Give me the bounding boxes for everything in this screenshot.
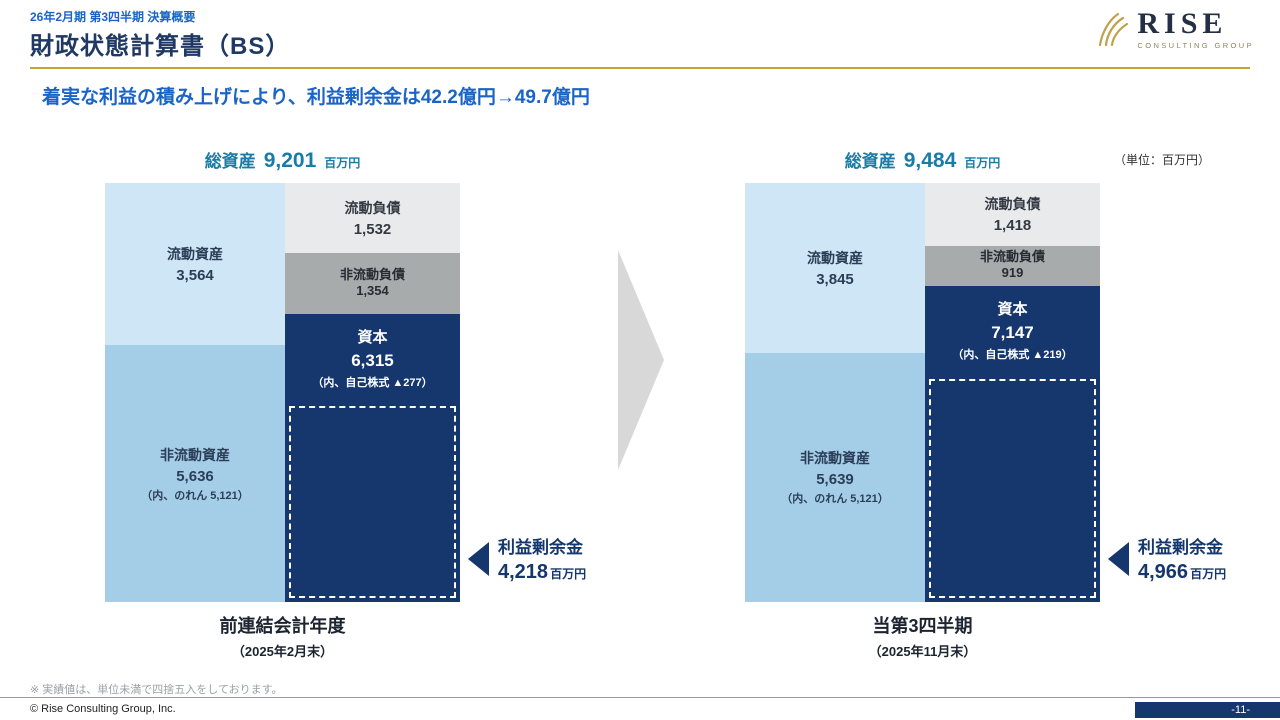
segment-note: （内、自己株式 ▲219） — [952, 349, 1073, 362]
segment-note: （内、のれん 5,121） — [141, 489, 249, 502]
segment-label: 流動負債 — [984, 196, 1041, 213]
title-divider — [30, 67, 1250, 69]
copyright: © Rise Consulting Group, Inc. — [30, 703, 176, 715]
segment-label: 資本 — [357, 329, 388, 347]
segment-label: 流動資産 — [167, 246, 223, 263]
logo-name: RISE — [1137, 6, 1228, 40]
segment-value: 6,315 — [351, 351, 394, 371]
bs-chart-right: 流動資産 3,845 非流動資産 5,639 （内、のれん 5,121） 流動負… — [745, 183, 1100, 602]
segment-value: 3,845 — [816, 270, 854, 288]
total-assets-label: 総資産 — [844, 152, 896, 171]
retained-earnings-number: 4,218 — [498, 561, 549, 583]
rounding-note: ※ 実績値は、単位未満で四捨五入をしております。 — [30, 684, 283, 696]
period-date: （2025年2月末） — [231, 644, 334, 659]
wheat-icon — [1099, 12, 1129, 47]
retained-earnings-number: 4,966 — [1138, 561, 1189, 583]
segment-value: 919 — [1001, 265, 1024, 281]
retained-earnings-text: 利益剰余金 4,218 百万円 — [498, 533, 586, 584]
total-assets-header-left: 総資産 9,201 百万円 — [105, 147, 460, 173]
retained-earnings-box — [929, 378, 1096, 598]
footer-bar: © Rise Consulting Group, Inc. -11- — [0, 697, 1280, 720]
segment-current-liabilities: 流動負債 1,418 — [925, 183, 1100, 246]
total-assets-unit: 百万円 — [964, 156, 1001, 170]
segment-noncurrent-assets: 非流動資産 5,639 （内、のれん 5,121） — [745, 352, 925, 602]
segment-label: 流動負債 — [344, 199, 401, 216]
segment-current-assets: 流動資産 3,564 — [105, 183, 285, 346]
retained-earnings-value: 4,966 百万円 — [1138, 561, 1226, 584]
segment-note: （内、自己株式 ▲277） — [312, 377, 433, 390]
segment-equity: 資本 7,147 （内、自己株式 ▲219） — [925, 286, 1100, 602]
retained-earnings-label: 利益剰余金 — [498, 538, 583, 557]
total-assets-unit: 百万円 — [324, 156, 361, 170]
key-message: 着実な利益の積み上げにより、利益剰余金は42.2億円→49.7億円 — [42, 87, 590, 108]
retained-earnings-unit: 百万円 — [1190, 567, 1227, 581]
segment-value: 7,147 — [991, 323, 1034, 343]
retained-earnings-box — [289, 405, 456, 599]
segment-value: 1,354 — [356, 283, 389, 299]
liabilities-equity-column: 流動負債 1,418 非流動負債 919 資本 7,147 （内、自己株式 ▲2… — [925, 183, 1100, 602]
retained-earnings-text: 利益剰余金 4,966 百万円 — [1138, 533, 1226, 584]
logo-text: RISE CONSULTING GROUP — [1137, 6, 1254, 50]
total-assets-value: 9,484 — [903, 149, 957, 172]
logo-subtitle: CONSULTING GROUP — [1137, 40, 1254, 50]
total-assets-header-right: 総資産 9,484 百万円 — [745, 147, 1100, 173]
segment-noncurrent-liabilities: 非流動負債 919 — [925, 245, 1100, 287]
segment-equity: 資本 6,315 （内、自己株式 ▲277） — [285, 314, 460, 603]
segment-label: 資本 — [997, 301, 1028, 319]
period-label: 当第3四半期 — [872, 616, 973, 636]
period-date: （2025年11月末） — [868, 644, 977, 659]
liabilities-equity-column: 流動負債 1,532 非流動負債 1,354 資本 6,315 （内、自己株式 … — [285, 183, 460, 603]
segment-current-liabilities: 流動負債 1,532 — [285, 183, 460, 253]
segment-noncurrent-assets: 非流動資産 5,636 （内、のれん 5,121） — [105, 345, 285, 602]
segment-noncurrent-liabilities: 非流動負債 1,354 — [285, 252, 460, 315]
retained-earnings-callout-right: 利益剰余金 4,966 百万円 — [1108, 533, 1226, 584]
total-assets-label: 総資産 — [204, 152, 256, 171]
retained-earnings-unit: 百万円 — [550, 567, 587, 581]
report-tag: 26年2月期 第3四半期 決算概要 — [30, 10, 196, 24]
segment-label: 流動資産 — [807, 249, 863, 266]
total-assets-value: 9,201 — [263, 149, 317, 172]
page-title: 財政状態計算書（BS） — [30, 33, 291, 60]
unit-note: （単位：百万円） — [1113, 153, 1210, 167]
retained-earnings-callout-left: 利益剰余金 4,218 百万円 — [468, 533, 586, 584]
page-number: -11- — [1135, 702, 1280, 718]
retained-earnings-label: 利益剰余金 — [1138, 538, 1223, 557]
left-triangle-icon — [1108, 541, 1129, 576]
segment-label: 非流動負債 — [339, 267, 405, 283]
segment-value: 1,532 — [353, 220, 392, 238]
segment-note: （内、のれん 5,121） — [781, 493, 889, 506]
left-triangle-icon — [468, 541, 489, 576]
period-footer-left: 前連結会計年度 （2025年2月末） — [105, 612, 460, 660]
segment-value: 3,564 — [176, 267, 214, 285]
transition-arrow-icon — [618, 250, 664, 470]
retained-earnings-value: 4,218 百万円 — [498, 561, 586, 584]
segment-value: 5,636 — [176, 467, 214, 485]
segment-label: 非流動資産 — [160, 446, 230, 463]
segment-label: 非流動資産 — [800, 450, 870, 467]
assets-column: 流動資産 3,564 非流動資産 5,636 （内、のれん 5,121） — [105, 183, 285, 602]
segment-label: 非流動負債 — [979, 249, 1045, 265]
bs-chart-left: 流動資産 3,564 非流動資産 5,636 （内、のれん 5,121） 流動負… — [105, 183, 460, 603]
segment-current-assets: 流動資産 3,845 — [745, 183, 925, 353]
segment-value: 5,639 — [816, 471, 854, 489]
rise-logo: RISE CONSULTING GROUP — [1094, 8, 1254, 50]
segment-value: 1,418 — [993, 217, 1032, 235]
assets-column: 流動資産 3,845 非流動資産 5,639 （内、のれん 5,121） — [745, 183, 925, 602]
period-label: 前連結会計年度 — [219, 616, 346, 636]
period-footer-right: 当第3四半期 （2025年11月末） — [745, 612, 1100, 660]
